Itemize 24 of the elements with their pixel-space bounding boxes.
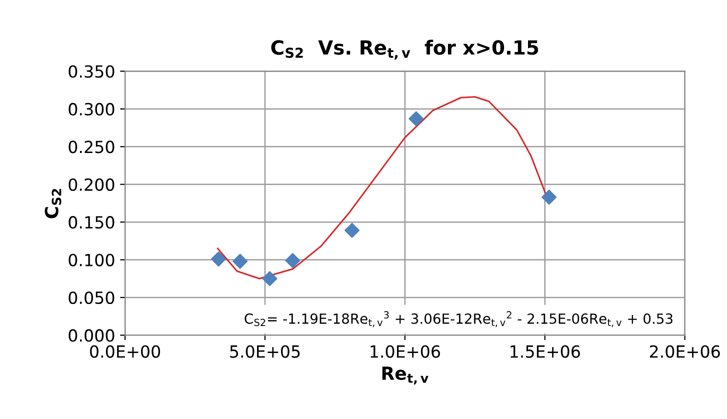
y-tick-label: 0.350 [68,65,114,78]
point [262,271,278,286]
point [285,253,300,268]
text: C$_{S2}$= -1.19E-18Re$_{t,v}$$^{3}$ + 3.06E-12Re$_{t,v}$$^{2}$ - 2.15E-06Re$_{t,v}$ + 0.53 [244,311,672,328]
y-axis-title: C$_{S2}$ [44,188,62,218]
y-tick-label: 0.050 [68,291,114,304]
point [408,111,424,126]
y-tick-label: 0.300 [68,102,114,116]
x-tick-label: 1.0E+06 [370,345,440,358]
y-tick-label: 0.150 [68,216,114,229]
y-tick-label: 0.200 [68,178,114,191]
x-tick-label: 0.0E+00 [90,345,160,358]
point [542,190,557,205]
point [211,252,226,267]
y-tick-label: 0.100 [68,254,114,266]
x-tick-label: 2.0E+06 [650,345,720,358]
chart-title: C$_{S2}$ Vs. Re$_{t,v}$ for x>0.15 [271,40,538,60]
x-tick-label: 1.5E+06 [510,345,580,358]
y-tick-label: 0.000 [68,329,114,342]
point [232,254,248,269]
point [344,222,360,238]
x-axis-title: Re$_{t,v}$ [382,366,428,385]
x-tick-label: 5.0E+05 [230,345,300,358]
y-tick-label: 0.250 [68,140,114,154]
